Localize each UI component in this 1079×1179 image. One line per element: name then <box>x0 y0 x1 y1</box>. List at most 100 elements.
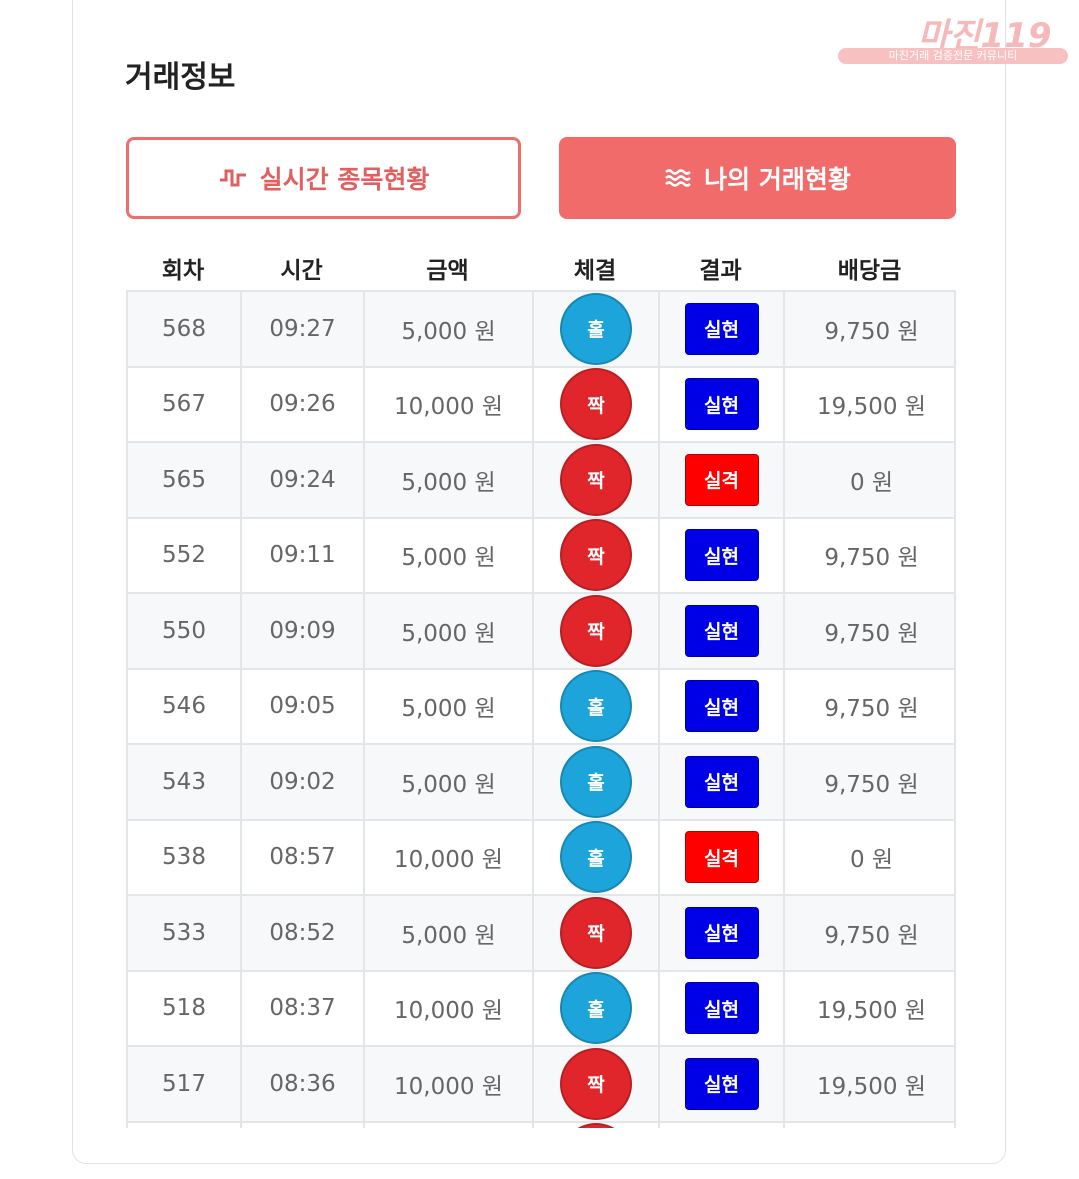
payout-text: 19,500 원 <box>817 394 926 421</box>
payout-cell: 19,500 원 <box>785 972 954 1046</box>
payout-text: 9,750 원 <box>824 771 919 798</box>
result-cell: 실현 <box>660 669 785 743</box>
time-cell: 08:36 <box>242 1047 365 1121</box>
result-badge: 실현 <box>684 755 759 808</box>
amount-cell: 5,000 원 <box>365 594 534 668</box>
time-cell: 09:26 <box>242 367 365 441</box>
time-cell: 09:27 <box>242 292 365 366</box>
empty-cell <box>242 1122 365 1128</box>
pick-circle-partial <box>560 1123 632 1128</box>
round-cell: 518 <box>128 971 242 1045</box>
pick-circle: 홀 <box>560 670 632 743</box>
result-badge: 실현 <box>684 604 759 657</box>
column-header: 배당금 <box>837 258 902 284</box>
amount-cell: 10,000 원 <box>365 820 534 894</box>
result-badge: 실격 <box>684 453 759 506</box>
round-cell: 543 <box>128 745 242 819</box>
result-cell: 실현 <box>660 367 785 441</box>
result-badge: 실현 <box>684 529 759 582</box>
time-cell: 08:37 <box>242 971 365 1045</box>
table-header: 회차 시간 금액 체결 결과 배당금 <box>126 245 956 291</box>
tab-button[interactable]: 나의 거래현황 <box>559 137 956 219</box>
time-cell: 09:11 <box>242 518 365 592</box>
result-badge: 실현 <box>684 302 759 355</box>
amount-cell: 5,000 원 <box>365 669 534 743</box>
payout-text: 0 원 <box>849 847 894 874</box>
tab-button[interactable]: 실시간 종목현황 <box>126 137 521 219</box>
result-cell: 실현 <box>660 745 785 819</box>
empty-cell <box>534 1122 660 1128</box>
round-cell: 568 <box>128 292 242 366</box>
tab-label: 실시간 종목현황 <box>259 165 430 194</box>
pick-cell: 짝 <box>534 443 660 517</box>
result-cell: 실현 <box>660 896 785 970</box>
table-row: 546 09:05 5,000 원 홀 실현 9,750 원 <box>128 667 954 744</box>
round-cell: 567 <box>128 367 242 441</box>
pick-cell: 홀 <box>534 820 660 894</box>
table-row: 565 09:24 5,000 원 짝 실격 0 원 <box>128 441 954 517</box>
wave-icon <box>665 169 692 187</box>
round-cell: 538 <box>128 820 242 894</box>
payout-text: 9,750 원 <box>824 922 919 949</box>
payout-cell: 9,750 원 <box>785 519 954 593</box>
pick-circle: 짝 <box>560 368 632 441</box>
result-cell: 실현 <box>660 971 785 1045</box>
pick-cell: 짝 <box>534 1047 660 1121</box>
result-badge: 실현 <box>684 680 759 733</box>
table-row: 518 08:37 10,000 원 홀 실현 19,500 원 <box>128 969 954 1046</box>
payout-cell: 0 원 <box>785 443 954 517</box>
watermark: 마진119 마진거래 검증전문 커뮤니티 <box>838 8 1068 64</box>
payout-cell: 0 원 <box>785 821 954 895</box>
amount-cell: 5,000 원 <box>365 896 534 970</box>
tab-label: 나의 거래현황 <box>704 165 851 194</box>
pick-circle: 짝 <box>560 594 632 667</box>
table-row: 538 08:57 10,000 원 홀 실격 0 원 <box>128 818 954 895</box>
payout-text: 0 원 <box>849 469 894 496</box>
result-badge: 실현 <box>684 378 759 431</box>
result-cell: 실격 <box>660 443 785 517</box>
pick-circle: 짝 <box>560 1047 632 1120</box>
payout-cell: 19,500 원 <box>785 368 954 442</box>
time-cell: 08:52 <box>242 896 365 970</box>
payout-cell: 9,750 원 <box>785 292 954 366</box>
payout-cell: 9,750 원 <box>785 745 954 819</box>
pick-circle: 짝 <box>560 443 632 516</box>
pick-cell: 홀 <box>534 745 660 819</box>
result-badge: 실현 <box>684 982 759 1035</box>
pick-cell: 짝 <box>534 367 660 441</box>
result-cell: 실현 <box>660 594 785 668</box>
payout-text: 9,750 원 <box>824 545 919 572</box>
time-cell: 09:05 <box>242 669 365 743</box>
table-body: 568 09:27 5,000 원 홀 실현 9,750 원 567 09:26 10,000 … <box>126 290 956 1128</box>
pick-circle: 짝 <box>560 896 632 969</box>
table-row: 533 08:52 5,000 원 짝 실현 9,750 원 <box>128 894 954 970</box>
time-cell: 09:09 <box>242 594 365 668</box>
round-cell: 517 <box>128 1047 242 1121</box>
pick-cell: 짝 <box>534 518 660 592</box>
pick-cell: 홀 <box>534 971 660 1045</box>
time-cell: 09:02 <box>242 745 365 819</box>
amount-cell: 10,000 원 <box>365 1047 534 1121</box>
section-title: 거래정보 <box>125 60 236 95</box>
pick-cell: 짝 <box>534 896 660 970</box>
payout-cell: 9,750 원 <box>785 670 954 744</box>
table-row: 517 08:36 10,000 원 짝 실현 19,500 원 <box>128 1045 954 1121</box>
pulse-icon <box>219 169 246 187</box>
payout-text: 9,750 원 <box>824 696 919 723</box>
empty-cell <box>785 1123 954 1129</box>
pick-circle: 홀 <box>560 972 632 1045</box>
payout-text: 9,750 원 <box>824 318 919 345</box>
amount-cell: 5,000 원 <box>365 292 534 366</box>
pick-cell: 홀 <box>534 669 660 743</box>
payout-cell: 9,750 원 <box>785 896 954 970</box>
table-row: 543 09:02 5,000 원 홀 실현 9,750 원 <box>128 743 954 819</box>
result-cell: 실격 <box>660 820 785 894</box>
amount-cell: 10,000 원 <box>365 367 534 441</box>
result-badge: 실격 <box>684 831 759 884</box>
result-cell: 실현 <box>660 292 785 366</box>
pick-cell: 짝 <box>534 594 660 668</box>
result-cell: 실현 <box>660 518 785 592</box>
column-header: 시간 <box>280 258 323 284</box>
result-cell: 실현 <box>660 1047 785 1121</box>
